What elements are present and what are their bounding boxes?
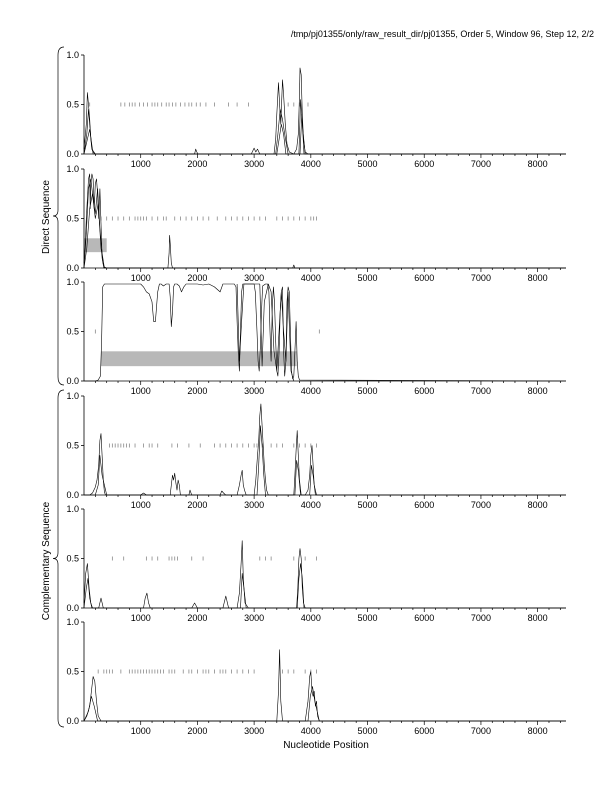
y-tick-label: 1.0: [66, 50, 79, 60]
x-tick-label: 3000: [244, 500, 264, 510]
x-tick-label: 1000: [131, 726, 151, 736]
y-tick-label: 0.5: [66, 554, 79, 564]
series-line-2: [84, 425, 566, 496]
x-tick-label: 5000: [358, 273, 378, 283]
series-line-1: [83, 649, 566, 722]
group-bracket: [52, 46, 65, 386]
header-path: /tmp/pj01355/only/raw_result_dir/pj01355…: [291, 29, 594, 39]
panel-1: 0.0 0.5 1.0 1000 2000 3000 4000 5000 6000 7000 800…: [66, 50, 566, 169]
y-tick-label: 1.0: [66, 617, 79, 627]
x-tick-label: 8000: [528, 613, 548, 623]
y-tick-label: 0.5: [66, 214, 79, 224]
panel-4: 0.0 0.5 1.0 1000 2000 3000 4000 5000 6000 7000 800…: [66, 391, 566, 510]
x-tick-label: 6000: [414, 500, 434, 510]
series-line-1: [84, 403, 566, 496]
x-tick-label: 8000: [528, 500, 548, 510]
x-tick-label: 3000: [244, 726, 264, 736]
x-tick-label: 8000: [528, 159, 548, 169]
x-tick-label: 2000: [187, 159, 207, 169]
x-tick-label: 7000: [471, 726, 491, 736]
x-tick-label: 2000: [187, 273, 207, 283]
panel-2: 0.0 0.5 1.0 1000 2000 3000 4000 5000 6000 7000 800…: [66, 164, 566, 283]
x-tick-label: 7000: [471, 159, 491, 169]
y-tick-label: 1.0: [66, 277, 79, 287]
x-tick-label: 5000: [358, 500, 378, 510]
x-tick-label: 3000: [244, 159, 264, 169]
direct-sequence-label: Direct Sequence: [41, 180, 52, 254]
x-tick-label: 1000: [131, 613, 151, 623]
series-line-1: [83, 540, 566, 609]
panel-6: 0.0 0.5 1.0 1000 2000 3000 4000 5000 6000 7000 800…: [66, 617, 566, 736]
x-tick-label: 7000: [471, 613, 491, 623]
x-tick-label: 2000: [187, 500, 207, 510]
series-line-2: [83, 99, 566, 155]
group-brackets: [52, 46, 65, 728]
x-tick-label: 6000: [414, 159, 434, 169]
x-tick-label: 8000: [528, 726, 548, 736]
x-tick-label: 1000: [131, 159, 151, 169]
y-tick-label: 0.5: [66, 327, 79, 337]
y-tick-label: 0.5: [66, 441, 79, 451]
chart-panels: 0.0 0.5 1.0 1000 2000 3000 4000 5000 6000 7000 800…: [66, 50, 567, 736]
x-tick-label: 8000: [528, 386, 548, 396]
x-tick-label: 7000: [471, 273, 491, 283]
y-tick-label: 0.0: [66, 490, 79, 500]
x-tick-label: 4000: [301, 386, 321, 396]
series-line-1: [83, 173, 566, 269]
series-line-1: [84, 283, 567, 382]
series-line-2: [83, 563, 566, 609]
x-tick-label: 4000: [301, 500, 321, 510]
x-tick-label: 1000: [131, 500, 151, 510]
y-tick-label: 0.0: [66, 716, 79, 726]
series-line-3: [83, 114, 566, 155]
x-tick-label: 2000: [187, 726, 207, 736]
x-tick-label: 6000: [414, 726, 434, 736]
x-tick-label: 2000: [187, 613, 207, 623]
y-tick-label: 1.0: [66, 504, 79, 514]
panel-5: 0.0 0.5 1.0 1000 2000 3000 4000 5000 6000 7000 800…: [66, 504, 566, 623]
x-tick-label: 5000: [358, 386, 378, 396]
series-line-1: [83, 67, 566, 155]
y-tick-label: 0.5: [66, 667, 79, 677]
x-tick-label: 3000: [244, 613, 264, 623]
y-tick-label: 0.0: [66, 263, 79, 273]
x-tick-label: 5000: [358, 613, 378, 623]
x-tick-label: 3000: [244, 273, 264, 283]
x-tick-label: 6000: [414, 386, 434, 396]
y-tick-label: 1.0: [66, 391, 79, 401]
x-tick-label: 2000: [187, 386, 207, 396]
x-tick-label: 7000: [471, 386, 491, 396]
x-tick-label: 6000: [414, 613, 434, 623]
y-tick-label: 0.0: [66, 603, 79, 613]
x-tick-label: 5000: [358, 159, 378, 169]
x-tick-label: 4000: [301, 613, 321, 623]
x-tick-label: 7000: [471, 500, 491, 510]
panel-3: 0.0 0.5 1.0 1000 2000 3000 4000 5000 6000 7000 800…: [66, 277, 567, 396]
x-tick-label: 4000: [301, 273, 321, 283]
series-line-2: [236, 283, 295, 382]
x-tick-label: 1000: [131, 386, 151, 396]
x-tick-label: 5000: [358, 726, 378, 736]
y-tick-label: 0.0: [66, 149, 79, 159]
x-tick-label: 4000: [301, 726, 321, 736]
series-line-2: [83, 178, 566, 269]
y-tick-label: 0.0: [66, 376, 79, 386]
y-tick-label: 1.0: [66, 164, 79, 174]
y-tick-label: 0.5: [66, 100, 79, 110]
x-tick-label: 3000: [244, 386, 264, 396]
complementary-sequence-label: Complementary Sequence: [41, 501, 52, 620]
x-tick-label: 1000: [131, 273, 151, 283]
x-axis-title: Nucleotide Position: [283, 740, 369, 751]
shaded-band: [101, 351, 297, 367]
series-line-2: [83, 686, 566, 722]
x-tick-label: 6000: [414, 273, 434, 283]
x-tick-label: 8000: [528, 273, 548, 283]
x-tick-label: 4000: [301, 159, 321, 169]
series-line-3: [83, 193, 566, 269]
group-bracket: [52, 389, 65, 728]
